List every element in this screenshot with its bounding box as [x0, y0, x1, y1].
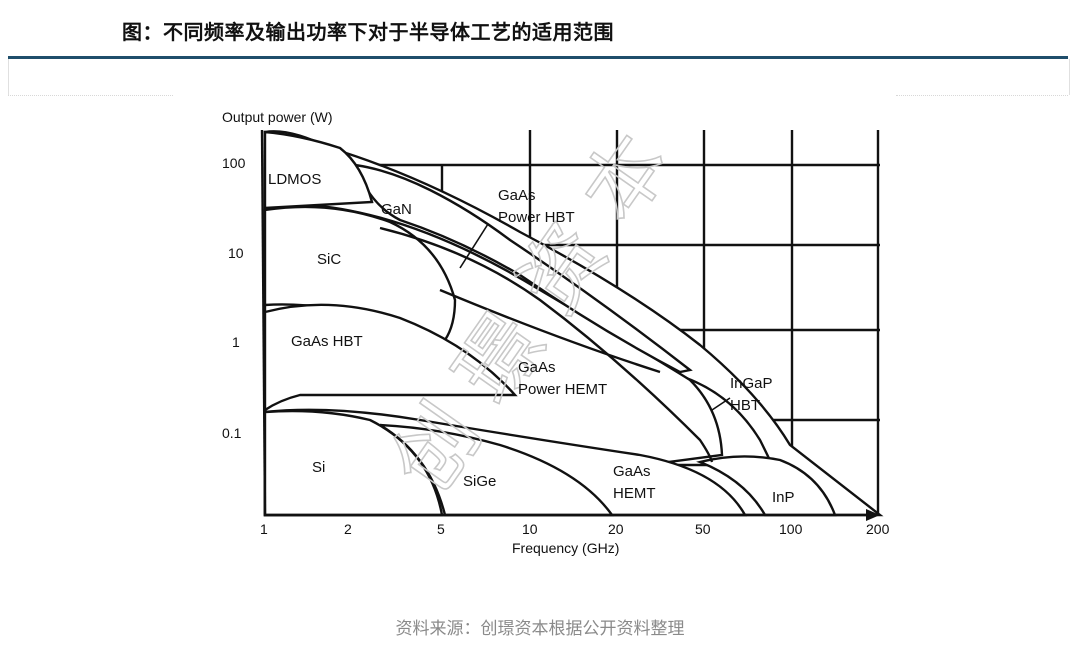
label-gan: GaN	[381, 201, 412, 218]
region-ldmos	[263, 130, 374, 210]
x-tick-2: 2	[344, 521, 352, 537]
region-boundaries	[379, 226, 714, 463]
x-tick-10: 10	[522, 521, 538, 537]
x-tick-50: 50	[695, 521, 711, 537]
x-tick-200: 200	[866, 521, 890, 537]
page-title: 图：不同频率及输出功率下对于半导体工艺的适用范围	[122, 20, 614, 44]
label-ingap-hbt-1: InGaP	[730, 375, 773, 392]
region-si	[263, 409, 444, 517]
watermark-char: 本	[564, 118, 689, 240]
label-gaas-hemt-2: HEMT	[613, 485, 656, 502]
label-gaas-power-hbt-1: GaAs	[498, 187, 536, 204]
region-inp	[696, 455, 837, 517]
y-tick-0-1: 0.1	[222, 425, 242, 441]
x-tick-100: 100	[779, 521, 803, 537]
x-tick-5: 5	[437, 521, 445, 537]
label-gaas-power-hbt-2: Power HBT	[498, 209, 575, 226]
label-gaas-power-hemt-2: Power HEMT	[518, 381, 607, 398]
label-gaas-power-hemt-1: GaAs	[518, 359, 556, 376]
pointer-lines	[459, 223, 731, 411]
title-rule	[8, 56, 1068, 59]
y-tick-10: 10	[228, 245, 244, 261]
label-sic: SiC	[317, 251, 341, 268]
label-gaas-hbt: GaAs HBT	[291, 333, 363, 350]
label-gaas-hemt-1: GaAs	[613, 463, 651, 480]
label-ingap-hbt-2: HBT	[730, 397, 760, 414]
source-note: 资料来源：创璟资本根据公开资料整理	[395, 619, 685, 639]
region-gaas-hbt	[263, 303, 518, 413]
y-tick-100: 100	[222, 155, 246, 171]
x-axis-title: Frequency (GHz)	[512, 540, 619, 556]
dotted-divider-right	[896, 95, 1068, 96]
y-axis-title: Output power (W)	[222, 109, 332, 125]
x-tick-20: 20	[608, 521, 624, 537]
x-tick-1: 1	[260, 521, 268, 537]
axes	[260, 129, 880, 521]
dotted-divider-left	[8, 95, 173, 96]
x-axis-arrow	[866, 509, 880, 521]
regions	[263, 130, 884, 517]
region-gan	[353, 163, 693, 374]
label-sige: SiGe	[463, 473, 496, 490]
header-box	[8, 59, 1070, 95]
label-si: Si	[312, 459, 325, 476]
label-inp: InP	[772, 489, 795, 506]
y-tick-1: 1	[232, 334, 240, 350]
label-ldmos: LDMOS	[268, 171, 321, 188]
